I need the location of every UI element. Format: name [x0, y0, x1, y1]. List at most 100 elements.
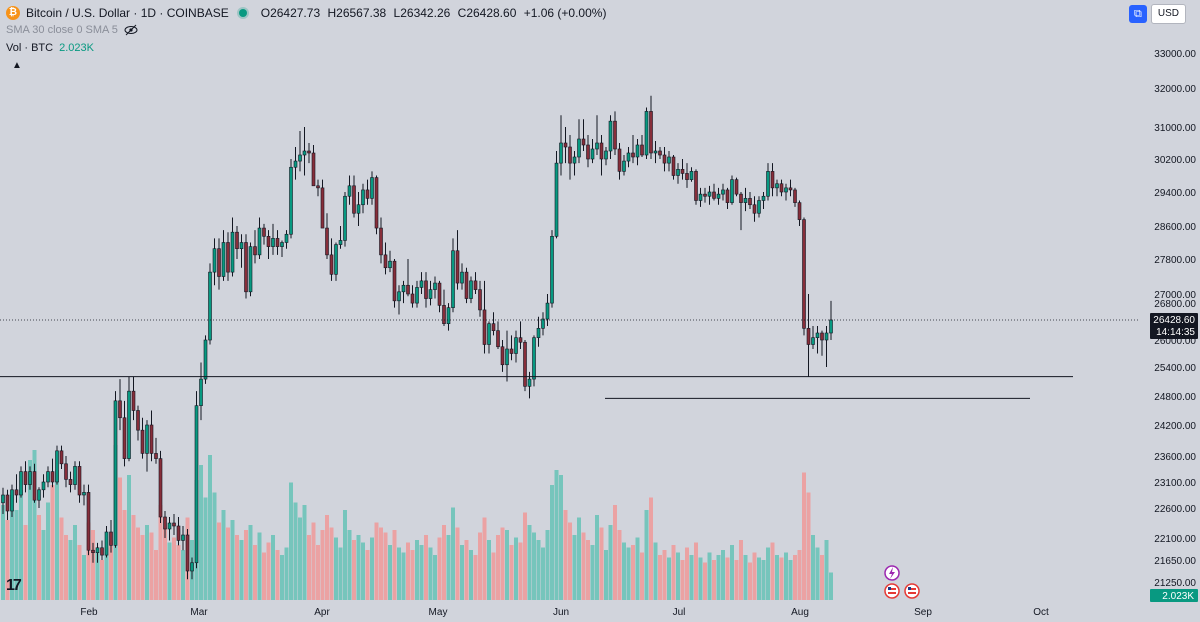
candle[interactable]	[226, 232, 230, 281]
candle[interactable]	[653, 141, 658, 164]
candle[interactable]	[784, 183, 788, 201]
candle[interactable]	[779, 179, 784, 197]
candle[interactable]	[487, 321, 491, 354]
candle[interactable]	[721, 183, 725, 201]
candle[interactable]	[586, 135, 590, 168]
candle[interactable]	[433, 276, 437, 299]
candle[interactable]	[680, 159, 685, 180]
candle[interactable]	[770, 163, 775, 197]
candle[interactable]	[302, 127, 307, 176]
candle[interactable]	[289, 159, 293, 239]
candle[interactable]	[221, 230, 226, 281]
candle[interactable]	[50, 458, 55, 488]
candle[interactable]	[244, 234, 248, 299]
candle[interactable]	[32, 463, 37, 503]
candle[interactable]	[640, 135, 644, 157]
candle[interactable]	[284, 230, 289, 249]
candle[interactable]	[253, 230, 257, 264]
candle[interactable]	[370, 171, 374, 205]
candle[interactable]	[5, 489, 10, 520]
candle[interactable]	[595, 115, 599, 155]
candle[interactable]	[446, 303, 451, 331]
candle[interactable]	[824, 326, 829, 367]
candle[interactable]	[19, 466, 23, 498]
candle[interactable]	[496, 321, 500, 349]
candle[interactable]	[419, 272, 424, 294]
candle[interactable]	[599, 135, 604, 176]
candle[interactable]	[28, 466, 32, 490]
candle[interactable]	[757, 196, 761, 218]
candle[interactable]	[1, 487, 5, 514]
candle[interactable]	[280, 240, 284, 257]
candle[interactable]	[100, 540, 104, 560]
candle[interactable]	[442, 289, 446, 327]
candle[interactable]	[581, 119, 586, 151]
candle[interactable]	[617, 143, 622, 180]
candle[interactable]	[608, 115, 613, 159]
candle[interactable]	[140, 417, 145, 459]
candle[interactable]	[154, 437, 158, 464]
candle[interactable]	[527, 371, 532, 399]
candle[interactable]	[176, 517, 181, 546]
candle[interactable]	[91, 542, 95, 563]
candle[interactable]	[743, 187, 748, 212]
candle[interactable]	[815, 326, 820, 354]
candle[interactable]	[361, 183, 365, 214]
compare-icon[interactable]: ⧉	[1128, 5, 1147, 23]
candle[interactable]	[167, 517, 172, 541]
candle[interactable]	[689, 167, 694, 182]
candle[interactable]	[739, 192, 743, 231]
candle[interactable]	[266, 230, 271, 259]
candle[interactable]	[505, 330, 509, 382]
candle[interactable]	[703, 187, 707, 203]
candle[interactable]	[316, 179, 320, 197]
candle[interactable]	[730, 175, 734, 205]
candle[interactable]	[230, 217, 235, 277]
candle[interactable]	[199, 362, 203, 421]
eye-slash-icon[interactable]	[124, 24, 138, 36]
candle[interactable]	[392, 259, 397, 308]
candle[interactable]	[365, 179, 370, 205]
candle[interactable]	[518, 321, 523, 349]
candle[interactable]	[37, 487, 41, 508]
candle[interactable]	[118, 379, 122, 431]
candle[interactable]	[563, 127, 568, 164]
candle[interactable]	[82, 484, 86, 506]
candle[interactable]	[460, 263, 464, 290]
candle[interactable]	[379, 217, 383, 264]
us-flag-icon[interactable]	[904, 583, 920, 599]
candle[interactable]	[46, 466, 50, 488]
candle[interactable]	[352, 175, 356, 218]
candle[interactable]	[239, 234, 244, 268]
candle[interactable]	[635, 139, 640, 166]
candle[interactable]	[158, 450, 163, 523]
candle[interactable]	[298, 131, 302, 172]
candle[interactable]	[802, 217, 806, 336]
candle[interactable]	[185, 529, 190, 580]
candle[interactable]	[343, 192, 347, 247]
candle[interactable]	[347, 175, 352, 205]
candle[interactable]	[190, 557, 194, 580]
candle[interactable]	[122, 400, 127, 467]
candle[interactable]	[748, 192, 752, 209]
candle[interactable]	[451, 238, 455, 313]
candle[interactable]	[716, 187, 721, 205]
candle[interactable]	[464, 267, 469, 304]
candle[interactable]	[482, 280, 487, 354]
candle[interactable]	[811, 326, 815, 349]
sma-indicator-label[interactable]: SMA 30 close 0 SMA 5	[6, 24, 118, 36]
candle[interactable]	[536, 316, 541, 347]
candle[interactable]	[685, 163, 689, 188]
tradingview-logo-icon[interactable]: 17	[6, 577, 22, 594]
symbol-title[interactable]: Bitcoin / U.S. Dollar · 1D · COINBASE	[26, 6, 229, 20]
candle[interactable]	[23, 461, 28, 493]
candle[interactable]	[415, 280, 419, 308]
candle[interactable]	[163, 511, 167, 538]
candle[interactable]	[374, 175, 379, 235]
candle[interactable]	[73, 461, 77, 490]
candle[interactable]	[95, 542, 100, 563]
candle[interactable]	[509, 335, 514, 361]
candle[interactable]	[734, 177, 739, 197]
candle[interactable]	[194, 391, 199, 569]
